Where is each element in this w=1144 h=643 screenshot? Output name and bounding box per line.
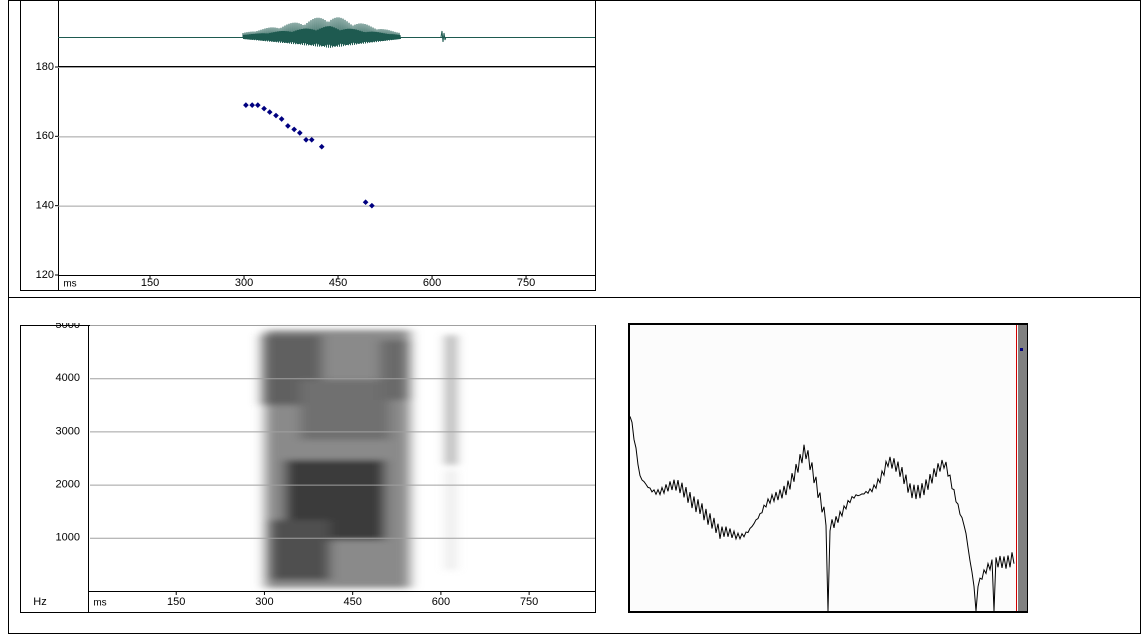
spectrogram-image	[262, 330, 454, 588]
x-tick-label: 450	[329, 277, 347, 289]
spectrogram-panel	[20, 325, 596, 613]
pitch-point	[261, 105, 267, 112]
x-tick-label: 150	[141, 277, 159, 289]
spectrum-line	[629, 416, 1015, 612]
y-tick-label: 140	[36, 200, 54, 212]
y-tick-label: 3000	[56, 425, 80, 437]
pitch-point	[362, 199, 369, 206]
x-tick-label: 150	[167, 596, 185, 608]
y-tick-label: 2000	[56, 479, 80, 491]
pitch-point	[278, 116, 285, 122]
pitch-point	[273, 112, 279, 119]
chart-scatter: 120 140 160 180 150 300 450 600 750 ms	[36, 61, 595, 290]
y-tick-label: 160	[36, 130, 54, 142]
y-tick-label: 120	[36, 269, 54, 281]
pitch-point	[285, 123, 291, 129]
y-tick-label: 180	[36, 61, 54, 73]
y-tick-label: 4000	[56, 372, 80, 384]
x-tick-label: 450	[343, 596, 361, 608]
pitch-point	[318, 143, 325, 150]
x-axis-label: ms	[63, 279, 76, 290]
pitch-point	[296, 130, 303, 136]
pitch-point	[369, 202, 375, 209]
x-tick-label: 600	[432, 596, 450, 608]
cursor-marker	[1020, 348, 1023, 351]
pitch-point	[308, 136, 315, 143]
scroll-bar	[1018, 325, 1027, 611]
waveform	[242, 17, 447, 48]
x-tick-label: 600	[423, 277, 441, 289]
x-tick-label: 750	[517, 277, 535, 289]
pitch-point	[266, 109, 273, 115]
y-axis-label: Hz	[33, 596, 46, 608]
x-tick-label: 300	[255, 596, 273, 608]
x-axis-label: ms	[93, 598, 106, 609]
pitch-point	[243, 102, 249, 108]
x-tick-label: 750	[520, 596, 538, 608]
spectrum-panel	[628, 323, 1028, 613]
x-tick-label: 300	[235, 277, 253, 289]
chart-spectrogram: 1000 2000 3000 4000 5000 150 300 450 600 750 ms Hz	[33, 319, 595, 609]
y-tick-label: 5000	[56, 319, 80, 331]
y-tick-label: 1000	[56, 532, 80, 544]
pitch-point	[249, 102, 255, 108]
pitch-point	[303, 136, 309, 143]
pitch-panel	[20, 0, 596, 291]
